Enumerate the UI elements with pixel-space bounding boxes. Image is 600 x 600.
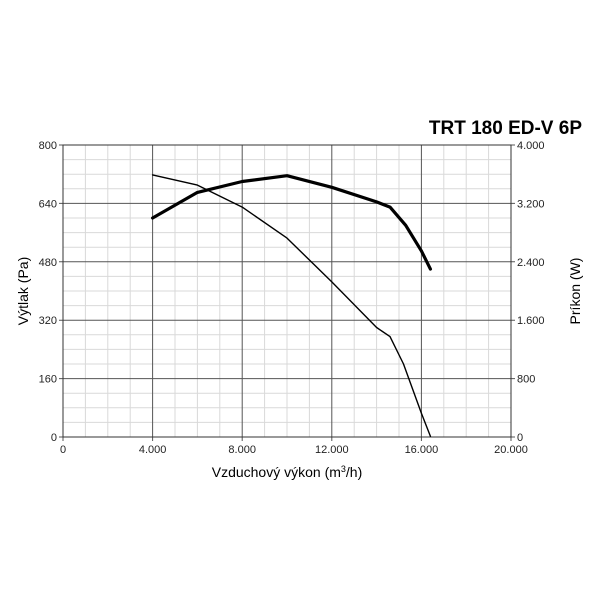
y-left-tick-label: 640 bbox=[39, 198, 57, 210]
tick-labels: 0 4.000 8.000 12.000 16.000 20.00001603204806… bbox=[39, 140, 545, 456]
y-right-tick-label: 1.600 bbox=[517, 315, 545, 327]
y-right-tick-label: 800 bbox=[517, 374, 535, 386]
y-axis-right-label: Príkon (W) bbox=[567, 258, 583, 325]
y-axis-left-label: Výtlak (Pa) bbox=[15, 257, 31, 325]
power-curve-line bbox=[151, 174, 432, 271]
y-right-tick-label: 4.000 bbox=[517, 140, 545, 152]
y-left-tick-label: 320 bbox=[39, 315, 57, 327]
y-left-tick-label: 800 bbox=[39, 140, 57, 152]
x-tick-label: 16.000 bbox=[405, 444, 439, 456]
plot-frame bbox=[62, 144, 512, 438]
x-tick-label: 4.000 bbox=[139, 444, 167, 456]
pressure-curve-line bbox=[151, 174, 432, 437]
x-tick-label: 12.000 bbox=[315, 444, 349, 456]
grid bbox=[59, 144, 515, 441]
chart-title: TRT 180 ED-V 6P bbox=[429, 118, 582, 139]
y-left-tick-label: 480 bbox=[39, 257, 57, 269]
y-right-tick-label: 2.400 bbox=[517, 257, 545, 269]
x-tick-label: 8.000 bbox=[228, 444, 256, 456]
y-right-tick-label: 3.200 bbox=[517, 198, 545, 210]
x-tick-label: 20.000 bbox=[494, 444, 528, 456]
y-left-tick-label: 0 bbox=[51, 432, 57, 444]
x-tick-label: 0 bbox=[60, 444, 66, 456]
series-layer bbox=[151, 174, 432, 437]
y-right-tick-label: 0 bbox=[517, 432, 523, 444]
y-left-tick-label: 160 bbox=[39, 374, 57, 386]
x-axis-label: Vzduchový výkon (m3/h) bbox=[212, 464, 363, 480]
